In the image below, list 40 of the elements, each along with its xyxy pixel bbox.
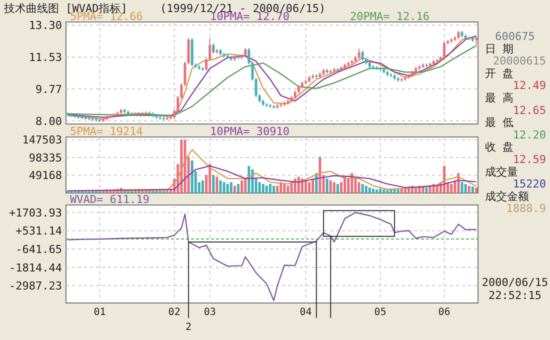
x-tick-label: 05 xyxy=(374,307,386,318)
text: 12.20 xyxy=(512,128,546,142)
text: 开 盘 xyxy=(485,66,514,80)
text: 2 xyxy=(186,322,192,333)
text: WVAD= 611.19 xyxy=(70,193,150,206)
text: 5PMA= 19214 xyxy=(70,125,144,138)
text: 600675 xyxy=(495,30,535,43)
y-tick-label: +531.14 xyxy=(16,224,62,238)
y-tick-label: +1703.93 xyxy=(9,206,62,220)
x-tick-label: 06 xyxy=(438,307,450,318)
y-tick-label: -1814.44 xyxy=(9,261,62,274)
text: 成交量 xyxy=(485,165,518,178)
text: 2000/06/15 xyxy=(482,276,548,289)
y-tick-label: 9.77 xyxy=(36,82,62,96)
y-tick-label: 147503 xyxy=(22,134,62,147)
y-tick-label: 13.30 xyxy=(28,19,62,32)
x-tick-label: 04 xyxy=(300,307,312,318)
text: 20000615 xyxy=(493,54,546,68)
y-tick-label: 11.53 xyxy=(28,51,62,64)
text: 成交金额 xyxy=(485,190,529,203)
y-tick-label: -2987.23 xyxy=(9,280,62,293)
y-tick-label: 8.00 xyxy=(36,114,62,128)
text: 12.59 xyxy=(512,153,546,166)
text: 12.49 xyxy=(512,79,546,92)
text: 15220 xyxy=(512,178,546,191)
text: 最 高 xyxy=(485,92,514,104)
y-tick-label: -641.65 xyxy=(16,243,62,256)
text: 20PMA= 12.16 xyxy=(350,10,430,23)
y-tick-label: 98335 xyxy=(28,151,62,164)
text: 12.65 xyxy=(512,104,546,117)
x-tick-label: 02 xyxy=(168,307,180,318)
text: 10PMA= 30910 xyxy=(210,125,290,138)
x-tick-label: 01 xyxy=(94,307,106,318)
text: 收 盘 xyxy=(485,140,514,154)
x-tick-label: 03 xyxy=(204,307,216,318)
text: 22:52:15 xyxy=(488,289,542,302)
text: 1888.9 xyxy=(506,202,546,216)
text: 最 低 xyxy=(485,116,514,130)
text: 日 期 xyxy=(485,42,514,56)
y-tick-label: 49168 xyxy=(28,169,62,182)
